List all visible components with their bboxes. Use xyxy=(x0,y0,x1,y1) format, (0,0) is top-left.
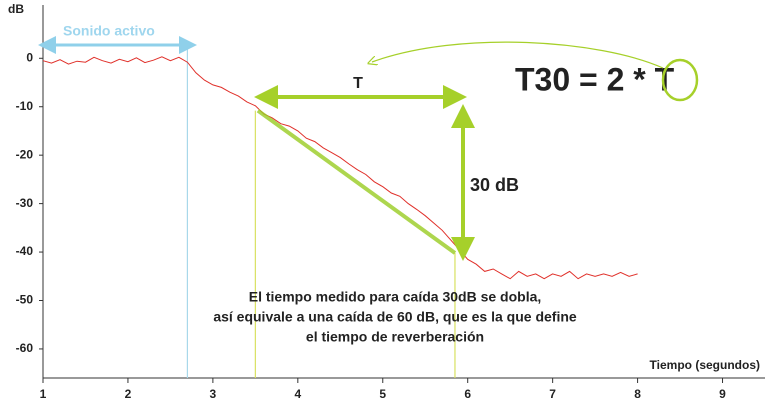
x-tick-label: 7 xyxy=(549,387,556,401)
annotation: T xyxy=(353,75,363,92)
fit-line xyxy=(256,108,457,255)
y-tick-label: -10 xyxy=(16,99,34,113)
highlight xyxy=(661,58,699,102)
x-tick-label: 3 xyxy=(210,387,217,401)
y-tick-label: -60 xyxy=(16,341,34,355)
y-tick-label: -40 xyxy=(16,244,34,258)
note-line: el tiempo de reverberación xyxy=(306,329,484,345)
x-tick-label: 9 xyxy=(719,387,726,401)
data-line xyxy=(42,56,638,280)
y-tick-label: -50 xyxy=(16,293,34,307)
x-tick-label: 1 xyxy=(40,387,47,401)
x-tick-label: 5 xyxy=(379,387,386,401)
x-tick-label: 4 xyxy=(294,387,301,401)
annotation: Sonido activo xyxy=(63,23,155,39)
x-tick-label: 6 xyxy=(464,387,471,401)
annotation: 30 dB xyxy=(470,175,519,195)
arrow xyxy=(372,41,664,69)
y-tick-label: -20 xyxy=(16,147,34,161)
x-tick-label: 8 xyxy=(634,387,641,401)
x-tick-label: 2 xyxy=(125,387,132,401)
x-axis-label: Tiempo (segundos) xyxy=(650,358,760,372)
note-line: así equivale a una caída de 60 dB, que e… xyxy=(213,309,577,325)
annotation: T30 = 2 * T xyxy=(515,61,675,97)
y-axis-label: dB xyxy=(8,2,24,16)
y-tick-label: 0 xyxy=(26,50,33,64)
y-tick-label: -30 xyxy=(16,196,34,210)
note-line: El tiempo medido para caída 30dB se dobl… xyxy=(249,289,542,305)
